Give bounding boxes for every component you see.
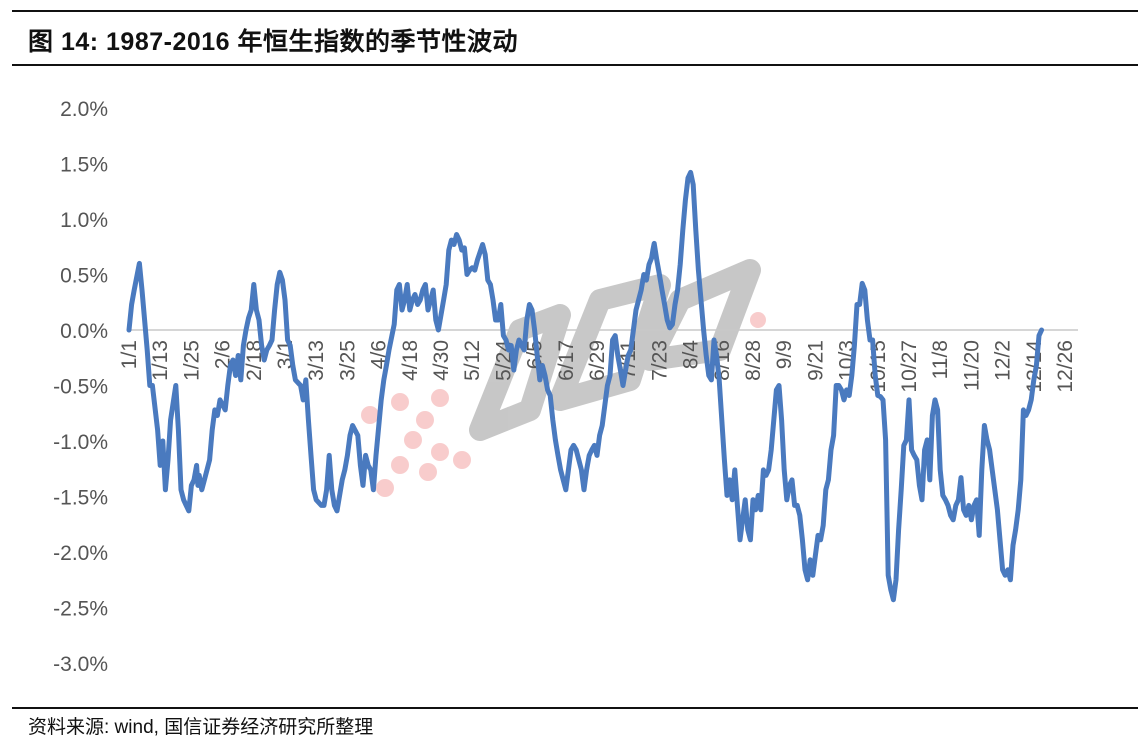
y-tick-label: 1.0% [60, 209, 108, 232]
x-tick-label: 3/13 [305, 340, 328, 381]
x-tick-label: 9/9 [773, 340, 796, 369]
y-tick-label: 1.5% [60, 154, 108, 177]
y-tick-label: 0.5% [60, 265, 108, 288]
title-underline-rule [12, 64, 1138, 66]
source-note: 资料来源: wind, 国信证券经济研究所整理 [28, 717, 374, 738]
x-tick-label: 1/13 [149, 340, 172, 381]
x-tick-label: 6/29 [586, 340, 609, 381]
y-tick-label: 2.0% [60, 98, 108, 121]
top-rule [12, 10, 1138, 12]
y-tick-label: -1.0% [53, 431, 108, 454]
y-tick-label: -0.5% [53, 376, 108, 399]
x-tick-label: 7/23 [648, 340, 671, 381]
hang-seng-seasonal-line [126, 169, 1045, 603]
x-tick-label: 9/21 [804, 340, 827, 381]
x-tick-label: 5/12 [461, 340, 484, 381]
y-tick-label: -2.0% [53, 542, 108, 565]
y-tick-label: -3.0% [53, 653, 108, 676]
x-tick-label: 12/2 [992, 340, 1015, 381]
x-tick-label: 1/1 [118, 340, 141, 369]
x-tick-label: 12/26 [1054, 340, 1077, 393]
y-tick-label: -2.5% [53, 598, 108, 621]
x-tick-label: 11/20 [960, 340, 983, 391]
x-tick-label: 1/25 [180, 340, 203, 381]
watermark-logo [361, 259, 766, 497]
x-tick-label: 8/4 [680, 340, 703, 370]
y-tick-label: -1.5% [53, 487, 108, 510]
x-axis-labels: 1/1 1/13 1/25 2/6 2/18 3/1 3/13 3/25 4/6 4/18 4/30… [118, 340, 1077, 393]
y-axis-labels: 2.0% 1.5% 1.0% 0.5% 0.0% -0.5% -1.0% -1.5% -2.0%… [53, 98, 108, 676]
x-tick-label: 10/27 [898, 340, 921, 393]
x-tick-label: 8/28 [742, 340, 765, 381]
x-tick-label: 4/18 [399, 340, 422, 381]
x-tick-label: 6/17 [555, 340, 578, 381]
x-tick-label: 2/6 [212, 340, 235, 369]
y-tick-label: 0.0% [60, 320, 108, 343]
figure-title: 图 14: 1987-2016 年恒生指数的季节性波动 [28, 28, 519, 56]
bottom-rule [12, 707, 1138, 709]
x-tick-label: 11/8 [929, 340, 952, 379]
x-tick-label: 4/30 [430, 340, 453, 381]
x-tick-label: 3/25 [336, 340, 359, 381]
